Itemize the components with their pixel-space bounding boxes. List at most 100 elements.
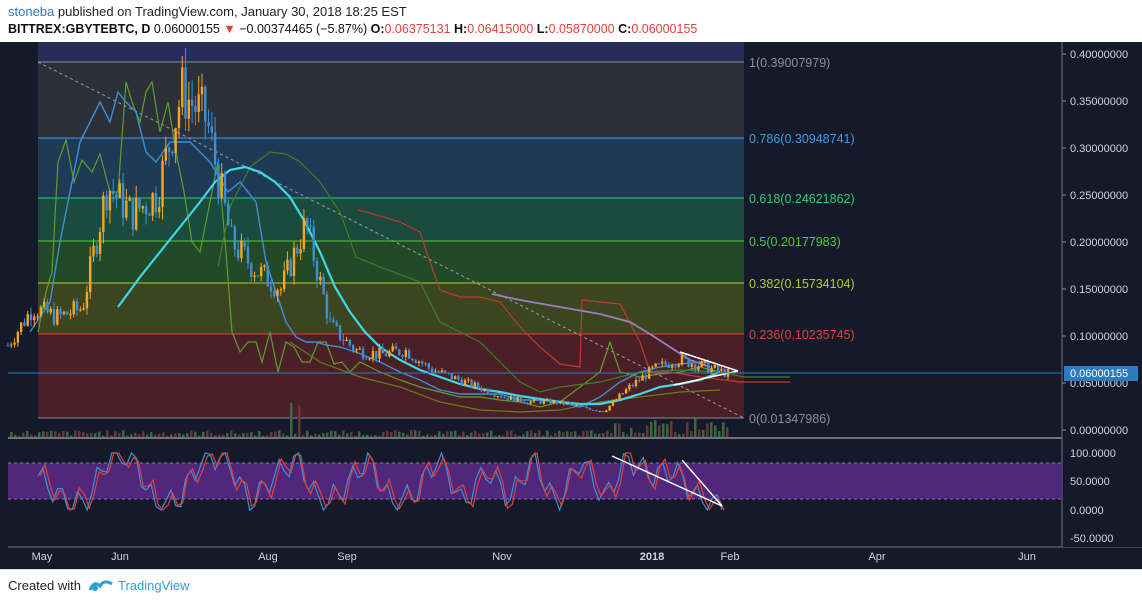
volume-bar [202, 431, 205, 437]
published-text: published on TradingView.com, January 30… [57, 4, 407, 19]
volume-bar [586, 430, 589, 437]
volume-bar [682, 433, 685, 437]
time-tick-label: 2018 [640, 551, 664, 563]
candle-body [220, 173, 223, 199]
candle-body [13, 342, 16, 345]
candle-body [253, 275, 256, 277]
candle-body [611, 400, 615, 406]
volume-bar [226, 432, 229, 437]
created-with-text: Created with [8, 578, 81, 593]
candle-body [539, 400, 542, 404]
candle-body [289, 259, 292, 276]
time-tick-label: Jun [1018, 551, 1036, 563]
candle-body [305, 218, 309, 226]
candlesticks[interactable] [6, 47, 730, 413]
candle-body [115, 194, 118, 198]
candle-body [177, 106, 181, 129]
price-tick-label: 0.30000000 [1070, 143, 1128, 155]
candle-body [631, 384, 634, 386]
volume-bar [70, 435, 73, 437]
volume-bar [458, 435, 461, 437]
tradingview-brand-link[interactable]: TradingView [118, 578, 190, 593]
candle-body [62, 311, 66, 314]
candle-body [223, 173, 227, 204]
time-axis[interactable]: May Jun Aug Sep Nov 2018 Feb Apr Jun [32, 551, 1036, 563]
candle-body [549, 399, 552, 404]
volume-bar [390, 431, 393, 437]
volume-bars [10, 402, 729, 437]
candle-body [654, 363, 657, 367]
candle-body [217, 164, 220, 199]
stoch-trend-line-2 [681, 459, 723, 507]
volume-bar [442, 433, 445, 437]
candle-body [641, 375, 644, 381]
volume-bar [370, 435, 373, 437]
candle-body [378, 347, 381, 359]
candle-body [628, 384, 631, 390]
time-tick-label: Feb [721, 551, 740, 563]
candle-body [496, 396, 500, 398]
stochastic-pane[interactable]: 100.0000 50.0000 0.0000 -50.0000 [8, 448, 1116, 545]
volume-bar [362, 434, 365, 437]
volume-bar [394, 430, 397, 437]
candle-body [151, 193, 154, 216]
candle-body [592, 409, 595, 411]
candle-body [302, 218, 306, 250]
volume-bar [170, 434, 173, 437]
tradingview-logo-icon[interactable] [88, 576, 114, 594]
author-link[interactable]: stoneba [8, 4, 55, 19]
candle-body [398, 349, 401, 355]
price-tick-label: 0.25000000 [1070, 190, 1128, 202]
volume-bar [450, 431, 453, 437]
fib-label-05: 0.5(0.20177983) [749, 235, 841, 249]
volume-bar [174, 433, 177, 437]
volume-bar [306, 430, 309, 437]
candle-body [716, 365, 720, 371]
candle-body [401, 354, 404, 357]
candle-body [23, 322, 26, 326]
candle-body [601, 410, 605, 413]
fib-top-band [38, 42, 744, 62]
volume-bar [302, 434, 305, 437]
publish-info: stoneba published on TradingView.com, Ja… [8, 4, 407, 19]
volume-bar [42, 431, 45, 437]
candle-body [667, 364, 671, 368]
volume-bar [462, 431, 465, 437]
candle-body [95, 245, 98, 254]
candle-body [384, 353, 388, 357]
candle-body [190, 99, 194, 106]
candle-body [19, 322, 23, 333]
volume-bar [230, 430, 233, 437]
green-lagging-line [37, 80, 721, 408]
time-tick-label: Sep [337, 551, 357, 563]
stoch-d-line [39, 452, 725, 511]
candle-body [555, 400, 559, 404]
fib-label-0618: 0.618(0.24621862) [749, 192, 855, 206]
chart-svg[interactable]: 1(0.39007979) 0.786(0.30948741) 0.618(0.… [0, 42, 1142, 569]
chart-area[interactable]: 1(0.39007979) 0.786(0.30948741) 0.618(0.… [0, 42, 1142, 569]
candle-body [450, 373, 454, 380]
volume-bar [154, 434, 157, 437]
candle-body [352, 345, 355, 351]
candle-body [578, 404, 582, 406]
candle-body [368, 358, 371, 360]
candle-body [621, 393, 624, 395]
candle-body [457, 376, 460, 380]
volume-bar [382, 431, 385, 437]
candle-body [210, 126, 214, 133]
volume-bar [162, 432, 165, 437]
candle-body [345, 339, 348, 342]
candle-body [112, 191, 115, 195]
candle-body [697, 366, 700, 370]
volume-bar [678, 434, 681, 437]
volume-bar [594, 433, 597, 437]
volume-bar [718, 431, 721, 437]
volume-bar [198, 435, 201, 437]
volume-bar [122, 430, 125, 437]
oscillator-tick-label: 50.0000 [1070, 476, 1110, 488]
volume-bar [422, 435, 425, 437]
price-axis[interactable]: 0.40000000 0.35000000 0.30000000 0.25000000… [1062, 42, 1142, 547]
candle-body [522, 401, 526, 403]
volume-bar [350, 432, 353, 437]
candle-body [661, 361, 664, 364]
